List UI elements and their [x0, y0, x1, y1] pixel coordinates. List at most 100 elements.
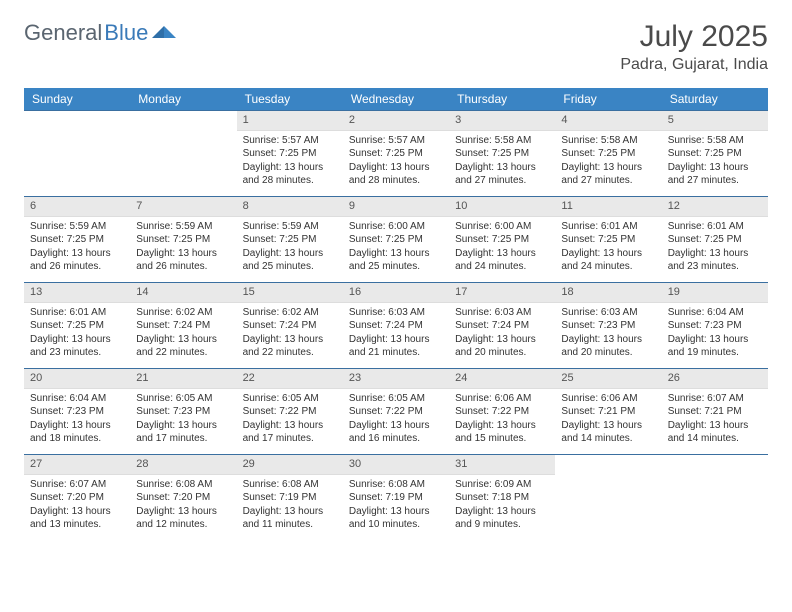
calendar-cell: 25Sunrise: 6:06 AMSunset: 7:21 PMDayligh… — [555, 369, 661, 455]
day-content: Sunrise: 6:05 AMSunset: 7:22 PMDaylight:… — [237, 389, 343, 450]
sunset-text: Sunset: 7:25 PM — [243, 233, 337, 247]
sunset-text: Sunset: 7:25 PM — [455, 147, 549, 161]
calendar-cell: 21Sunrise: 6:05 AMSunset: 7:23 PMDayligh… — [130, 369, 236, 455]
daylight-text: Daylight: 13 hours and 15 minutes. — [455, 419, 549, 446]
calendar-cell: 8Sunrise: 5:59 AMSunset: 7:25 PMDaylight… — [237, 197, 343, 283]
day-content: Sunrise: 6:08 AMSunset: 7:19 PMDaylight:… — [343, 475, 449, 536]
sunrise-text: Sunrise: 6:08 AM — [136, 478, 230, 492]
sunrise-text: Sunrise: 5:57 AM — [349, 134, 443, 148]
daylight-text: Daylight: 13 hours and 27 minutes. — [668, 161, 762, 188]
day-content: Sunrise: 5:57 AMSunset: 7:25 PMDaylight:… — [237, 131, 343, 192]
sunset-text: Sunset: 7:21 PM — [668, 405, 762, 419]
day-content: Sunrise: 5:59 AMSunset: 7:25 PMDaylight:… — [237, 217, 343, 278]
sunset-text: Sunset: 7:25 PM — [668, 147, 762, 161]
day-number: 9 — [343, 197, 449, 217]
daylight-text: Daylight: 13 hours and 9 minutes. — [455, 505, 549, 532]
day-content: Sunrise: 5:59 AMSunset: 7:25 PMDaylight:… — [24, 217, 130, 278]
calendar-cell: 6Sunrise: 5:59 AMSunset: 7:25 PMDaylight… — [24, 197, 130, 283]
sunrise-text: Sunrise: 6:05 AM — [136, 392, 230, 406]
sunrise-text: Sunrise: 5:59 AM — [243, 220, 337, 234]
day-number: 16 — [343, 283, 449, 303]
day-content: Sunrise: 6:09 AMSunset: 7:18 PMDaylight:… — [449, 475, 555, 536]
sunrise-text: Sunrise: 6:01 AM — [668, 220, 762, 234]
calendar-cell-empty — [555, 455, 661, 541]
calendar-cell: 23Sunrise: 6:05 AMSunset: 7:22 PMDayligh… — [343, 369, 449, 455]
day-content: Sunrise: 6:05 AMSunset: 7:23 PMDaylight:… — [130, 389, 236, 450]
day-content: Sunrise: 6:04 AMSunset: 7:23 PMDaylight:… — [24, 389, 130, 450]
daylight-text: Daylight: 13 hours and 13 minutes. — [30, 505, 124, 532]
sunset-text: Sunset: 7:25 PM — [561, 233, 655, 247]
calendar-cell: 7Sunrise: 5:59 AMSunset: 7:25 PMDaylight… — [130, 197, 236, 283]
daylight-text: Daylight: 13 hours and 17 minutes. — [243, 419, 337, 446]
weekday-header: Sunday — [24, 88, 130, 111]
day-content: Sunrise: 5:57 AMSunset: 7:25 PMDaylight:… — [343, 131, 449, 192]
sunset-text: Sunset: 7:20 PM — [136, 491, 230, 505]
sunset-text: Sunset: 7:25 PM — [668, 233, 762, 247]
weekday-header: Monday — [130, 88, 236, 111]
daylight-text: Daylight: 13 hours and 16 minutes. — [349, 419, 443, 446]
day-content: Sunrise: 6:00 AMSunset: 7:25 PMDaylight:… — [343, 217, 449, 278]
daylight-text: Daylight: 13 hours and 25 minutes. — [349, 247, 443, 274]
day-content: Sunrise: 5:59 AMSunset: 7:25 PMDaylight:… — [130, 217, 236, 278]
day-content: Sunrise: 6:04 AMSunset: 7:23 PMDaylight:… — [662, 303, 768, 364]
sunrise-text: Sunrise: 5:57 AM — [243, 134, 337, 148]
day-number: 14 — [130, 283, 236, 303]
sunset-text: Sunset: 7:21 PM — [561, 405, 655, 419]
calendar-cell: 11Sunrise: 6:01 AMSunset: 7:25 PMDayligh… — [555, 197, 661, 283]
calendar-cell: 2Sunrise: 5:57 AMSunset: 7:25 PMDaylight… — [343, 111, 449, 197]
day-content: Sunrise: 6:08 AMSunset: 7:20 PMDaylight:… — [130, 475, 236, 536]
page-header: General Blue July 2025 Padra, Gujarat, I… — [24, 20, 768, 74]
calendar-cell: 30Sunrise: 6:08 AMSunset: 7:19 PMDayligh… — [343, 455, 449, 541]
day-number: 13 — [24, 283, 130, 303]
day-content: Sunrise: 5:58 AMSunset: 7:25 PMDaylight:… — [449, 131, 555, 192]
day-number: 1 — [237, 111, 343, 131]
day-content: Sunrise: 6:01 AMSunset: 7:25 PMDaylight:… — [24, 303, 130, 364]
sunset-text: Sunset: 7:24 PM — [349, 319, 443, 333]
day-content: Sunrise: 6:03 AMSunset: 7:24 PMDaylight:… — [449, 303, 555, 364]
sunrise-text: Sunrise: 5:58 AM — [561, 134, 655, 148]
calendar-cell: 29Sunrise: 6:08 AMSunset: 7:19 PMDayligh… — [237, 455, 343, 541]
day-number: 7 — [130, 197, 236, 217]
weekday-header: Thursday — [449, 88, 555, 111]
calendar-cell: 18Sunrise: 6:03 AMSunset: 7:23 PMDayligh… — [555, 283, 661, 369]
sunrise-text: Sunrise: 6:07 AM — [668, 392, 762, 406]
day-number: 18 — [555, 283, 661, 303]
sunset-text: Sunset: 7:25 PM — [30, 319, 124, 333]
daylight-text: Daylight: 13 hours and 18 minutes. — [30, 419, 124, 446]
sunset-text: Sunset: 7:19 PM — [243, 491, 337, 505]
title-block: July 2025 Padra, Gujarat, India — [620, 20, 768, 74]
sunrise-text: Sunrise: 5:59 AM — [136, 220, 230, 234]
day-number: 21 — [130, 369, 236, 389]
sunset-text: Sunset: 7:22 PM — [243, 405, 337, 419]
sunrise-text: Sunrise: 6:03 AM — [455, 306, 549, 320]
day-number: 24 — [449, 369, 555, 389]
daylight-text: Daylight: 13 hours and 23 minutes. — [30, 333, 124, 360]
day-content: Sunrise: 6:07 AMSunset: 7:20 PMDaylight:… — [24, 475, 130, 536]
sunrise-text: Sunrise: 6:01 AM — [30, 306, 124, 320]
location-subtitle: Padra, Gujarat, India — [620, 56, 768, 74]
calendar-cell: 15Sunrise: 6:02 AMSunset: 7:24 PMDayligh… — [237, 283, 343, 369]
sunset-text: Sunset: 7:22 PM — [349, 405, 443, 419]
calendar-cell: 5Sunrise: 5:58 AMSunset: 7:25 PMDaylight… — [662, 111, 768, 197]
weekday-header: Saturday — [662, 88, 768, 111]
day-number: 8 — [237, 197, 343, 217]
sunset-text: Sunset: 7:25 PM — [349, 233, 443, 247]
daylight-text: Daylight: 13 hours and 10 minutes. — [349, 505, 443, 532]
daylight-text: Daylight: 13 hours and 20 minutes. — [561, 333, 655, 360]
daylight-text: Daylight: 13 hours and 21 minutes. — [349, 333, 443, 360]
daylight-text: Daylight: 13 hours and 22 minutes. — [136, 333, 230, 360]
sunrise-text: Sunrise: 6:04 AM — [668, 306, 762, 320]
day-content: Sunrise: 6:01 AMSunset: 7:25 PMDaylight:… — [555, 217, 661, 278]
day-number: 27 — [24, 455, 130, 475]
logo: General Blue — [24, 20, 178, 46]
calendar-cell: 28Sunrise: 6:08 AMSunset: 7:20 PMDayligh… — [130, 455, 236, 541]
daylight-text: Daylight: 13 hours and 27 minutes. — [561, 161, 655, 188]
day-number: 11 — [555, 197, 661, 217]
sunrise-text: Sunrise: 6:00 AM — [455, 220, 549, 234]
sunset-text: Sunset: 7:24 PM — [243, 319, 337, 333]
day-content: Sunrise: 6:05 AMSunset: 7:22 PMDaylight:… — [343, 389, 449, 450]
daylight-text: Daylight: 13 hours and 26 minutes. — [136, 247, 230, 274]
sunrise-text: Sunrise: 6:05 AM — [243, 392, 337, 406]
calendar-cell: 1Sunrise: 5:57 AMSunset: 7:25 PMDaylight… — [237, 111, 343, 197]
day-content: Sunrise: 5:58 AMSunset: 7:25 PMDaylight:… — [555, 131, 661, 192]
